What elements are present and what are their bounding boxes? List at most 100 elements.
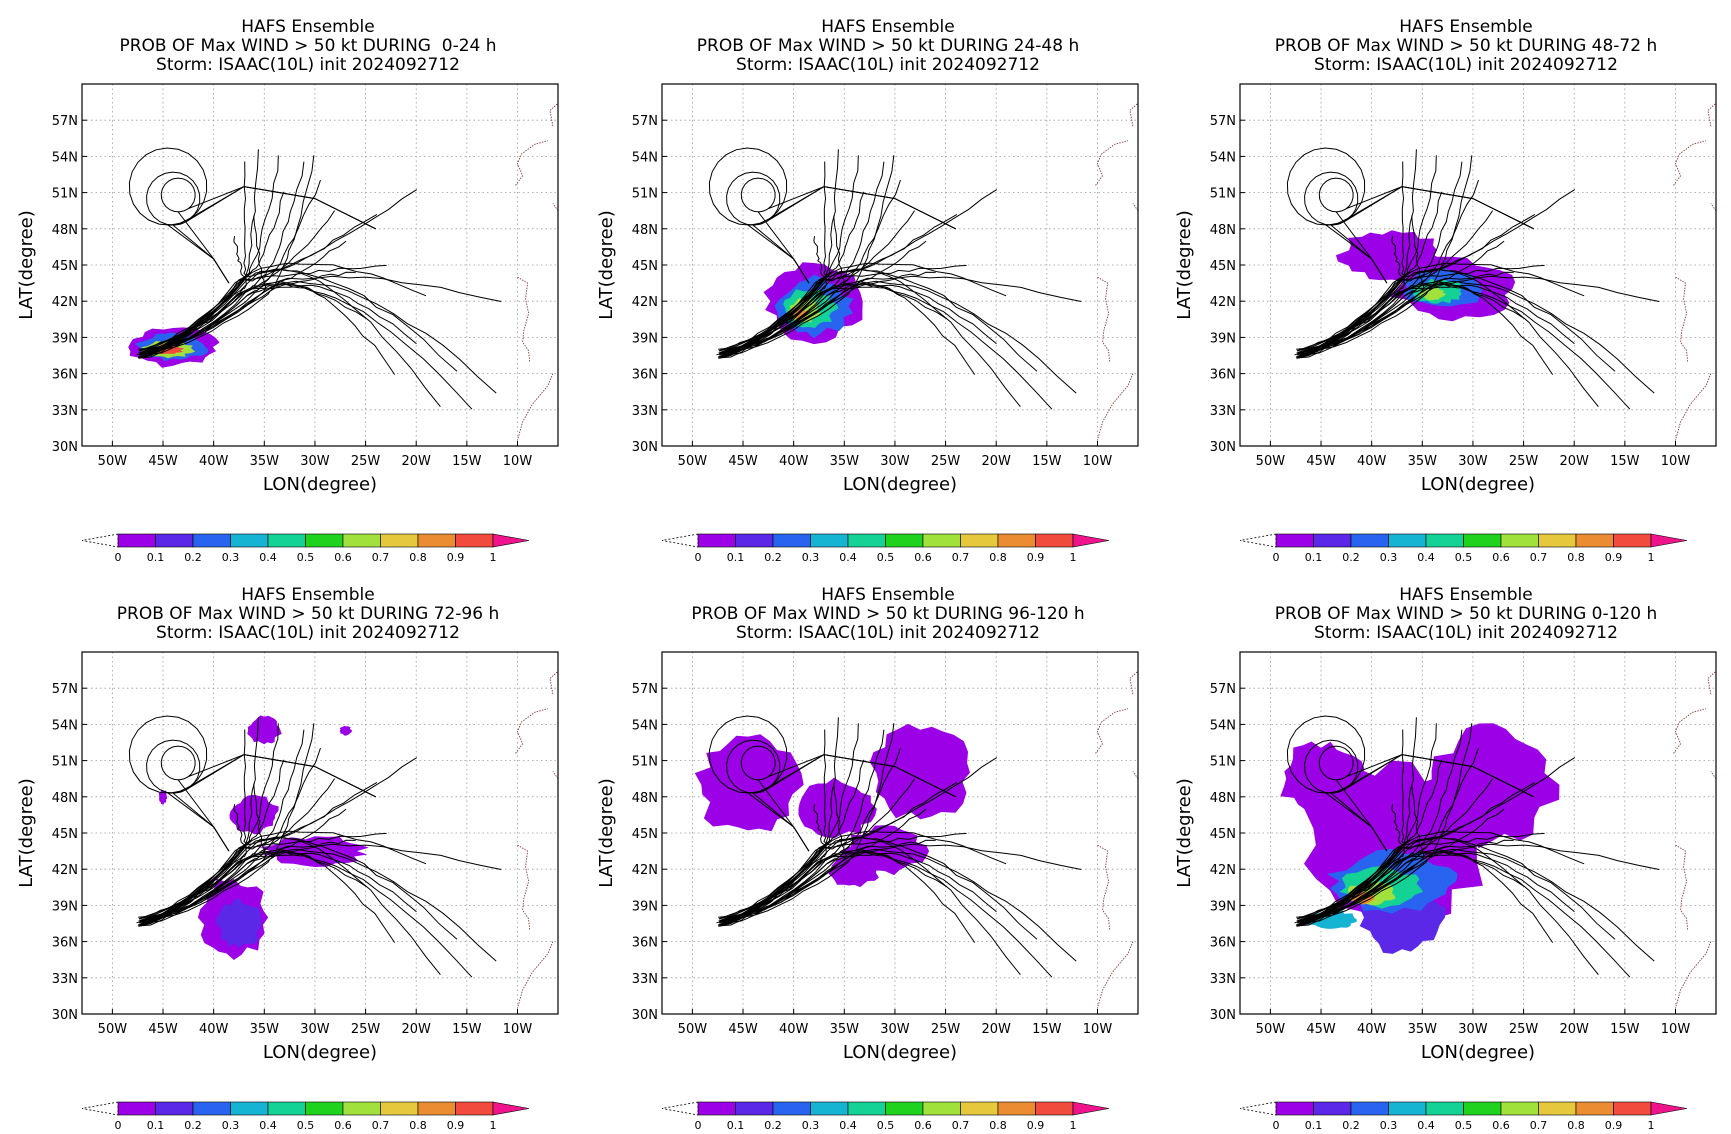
ensemble-tracks: [708, 715, 1082, 978]
lat-tick-label: 36N: [1210, 936, 1236, 951]
lon-tick-label: 10W: [503, 454, 533, 469]
colorbar-label: 0.1: [1305, 1119, 1323, 1132]
probability-area: [828, 851, 880, 888]
lat-tick-label: 42N: [52, 295, 78, 310]
colorbar-label: 0: [695, 1119, 702, 1132]
colorbar-label: 0.7: [1530, 1119, 1548, 1132]
lat-tick-label: 51N: [52, 187, 78, 202]
colorbar-label: 0.5: [297, 1119, 315, 1132]
colorbar-label: 0: [1273, 1119, 1280, 1132]
colorbar-swatch: [1575, 533, 1614, 548]
ensemble-track: [721, 757, 998, 923]
colorbar-swatch: [1388, 1101, 1427, 1116]
lat-tick-label: 30N: [632, 440, 658, 455]
colorbar-label: 0.1: [727, 1119, 745, 1132]
colorbar: 0 0.1 0.2 0.3 0.4 0.5 0.6 0.7 0.8 0.9 1: [1239, 533, 1688, 564]
coastline-segment: [552, 771, 558, 779]
lat-tick-label: 39N: [1210, 899, 1236, 914]
colorbar-swatch: [230, 533, 269, 548]
lat-tick-label: 51N: [1210, 755, 1236, 770]
colorbar-label: 1: [1648, 1119, 1655, 1132]
lon-tick-label: 15W: [1032, 1022, 1062, 1037]
ensemble-track: [138, 236, 246, 358]
ensemble-track: [138, 723, 279, 927]
ensemble-track: [1297, 839, 1514, 927]
colorbar-label: 0.8: [409, 1119, 427, 1132]
ensemble-track: [1300, 213, 1536, 359]
lat-tick-label: 33N: [632, 404, 658, 419]
lon-tick-label: 10W: [1083, 454, 1113, 469]
ensemble-track: [1296, 759, 1443, 927]
colorbar-label: 0: [695, 551, 702, 564]
x-axis-label: LON(degree): [263, 474, 377, 495]
lat-tick-label: 48N: [52, 791, 78, 806]
ensemble-track: [720, 215, 847, 354]
map-panel-2: 50W 45W 40W 35W 30W 25W 20W 15W 10W 30N 33N 36N 39N 4…: [596, 83, 1139, 564]
ensemble-track: [138, 155, 279, 359]
coastline-segment: [515, 140, 549, 186]
colorbar-over-triangle: [492, 533, 530, 548]
probability-shading: [158, 715, 369, 960]
panel-3-prob-line: PROB OF Max WIND > 50 kt DURING 48-72 h: [1274, 36, 1658, 56]
colorbar-swatch: [1388, 533, 1427, 548]
colorbar-label: 0.4: [259, 551, 277, 564]
lon-tick-label: 35W: [250, 1022, 280, 1037]
colorbar-label: 0.8: [989, 1119, 1007, 1132]
panel-6-storm-line: Storm: ISAAC(10L) init 2024092712: [1314, 623, 1618, 643]
ensemble-track: [1299, 757, 1576, 923]
lon-tick-label: 45W: [728, 1022, 758, 1037]
colorbar-swatch: [1313, 1101, 1352, 1116]
lon-tick-label: 45W: [728, 454, 758, 469]
ensemble-track: [718, 236, 826, 358]
colorbar-swatch: [305, 533, 344, 548]
coastline-segment: [1673, 140, 1707, 186]
ensemble-track: [141, 149, 259, 354]
ensemble-track: [1295, 155, 1473, 359]
colorbar-swatch: [417, 533, 456, 548]
coastline: [515, 102, 558, 441]
ensemble-track: [137, 155, 315, 359]
colorbar-swatch: [117, 1101, 156, 1116]
lon-tick-label: 40W: [199, 454, 229, 469]
colorbar-label: 0.5: [1455, 551, 1473, 564]
ensemble-track: [740, 177, 956, 284]
colorbar-label: 1: [1070, 1119, 1077, 1132]
lat-tick-label: 48N: [632, 791, 658, 806]
lon-tick-label: 10W: [503, 1022, 533, 1037]
panel-3-storm-line: Storm: ISAAC(10L) init 2024092712: [1314, 55, 1618, 75]
lon-tick-label: 20W: [982, 1022, 1012, 1037]
lat-tick-label: 33N: [52, 404, 78, 419]
lat-tick-label: 36N: [52, 368, 78, 383]
x-axis-label: LON(degree): [843, 1042, 957, 1063]
ensemble-track: [721, 717, 839, 922]
lat-tick-label: 54N: [1210, 718, 1236, 733]
lon-tick-label: 25W: [931, 1022, 961, 1037]
ensemble-track: [141, 757, 418, 923]
lon-tick-label: 25W: [351, 454, 381, 469]
colorbar-swatch: [342, 533, 381, 548]
lon-tick-label: 10W: [1661, 454, 1691, 469]
colorbar-swatch: [155, 533, 194, 548]
colorbar-label: 0.8: [989, 551, 1007, 564]
ensemble-track: [718, 778, 916, 922]
panel-5-storm-line: Storm: ISAAC(10L) init 2024092712: [736, 623, 1040, 643]
colorbar-label: 0.3: [802, 551, 820, 564]
lon-tick-label: 35W: [1408, 454, 1438, 469]
colorbar-label: 0.3: [802, 1119, 820, 1132]
coastline-segment: [1710, 771, 1716, 779]
map-panel-4: 50W 45W 40W 35W 30W 25W 20W 15W 10W 30N 33N 36N 39N 4…: [16, 651, 559, 1132]
lon-tick-label: 40W: [1357, 1022, 1387, 1037]
ensemble-track: [138, 191, 285, 359]
x-axis-label: LON(degree): [1421, 474, 1535, 495]
lat-tick-label: 42N: [632, 863, 658, 878]
coastline-segment: [1097, 941, 1134, 1009]
coastline-segment: [549, 670, 558, 695]
panel-4-storm-line: Storm: ISAAC(10L) init 2024092712: [156, 623, 460, 643]
ensemble-track: [138, 778, 336, 922]
ensemble-track: [1304, 739, 1534, 852]
lat-tick-label: 54N: [632, 150, 658, 165]
lat-tick-label: 48N: [52, 223, 78, 238]
coastline-segment: [1675, 276, 1689, 362]
coastline-segment: [517, 844, 531, 930]
lat-tick-label: 39N: [632, 331, 658, 346]
